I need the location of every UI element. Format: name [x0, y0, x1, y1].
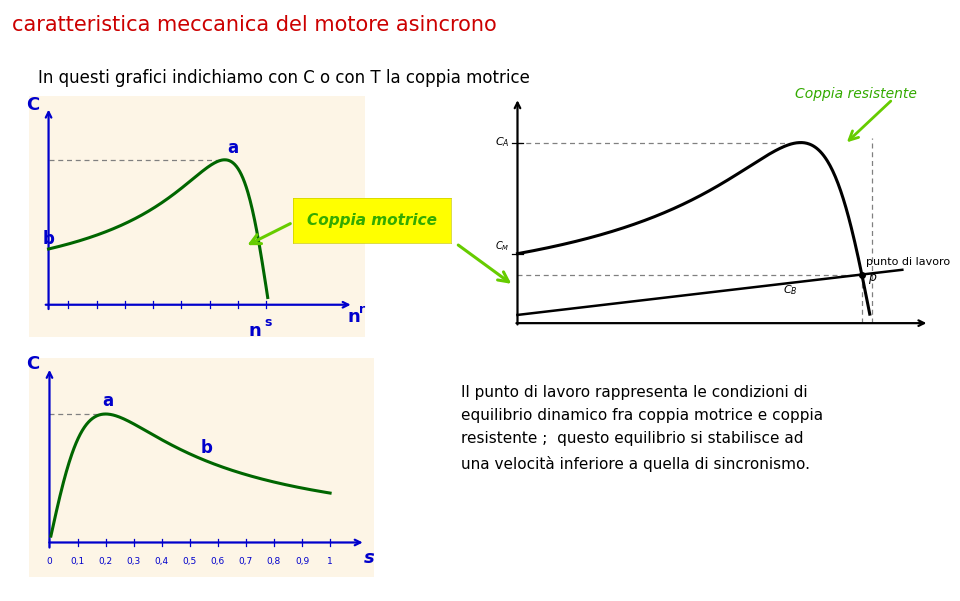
Text: In questi grafici indichiamo con C o con T la coppia motrice: In questi grafici indichiamo con C o con…: [38, 69, 530, 87]
Text: n: n: [348, 308, 361, 326]
Text: 1: 1: [327, 557, 333, 566]
Text: 0,5: 0,5: [182, 557, 197, 566]
Text: 0,1: 0,1: [70, 557, 84, 566]
Text: p: p: [868, 270, 876, 284]
Text: $C_A$: $C_A$: [495, 136, 510, 150]
Text: a: a: [103, 392, 113, 410]
Text: caratteristica meccanica del motore asincrono: caratteristica meccanica del motore asin…: [12, 15, 497, 35]
Text: Coppia resistente: Coppia resistente: [795, 87, 917, 101]
Text: 0,2: 0,2: [99, 557, 112, 566]
Text: Il punto di lavoro rappresenta le condizioni di
equilibrio dinamico fra coppia m: Il punto di lavoro rappresenta le condiz…: [461, 385, 823, 472]
Text: C: C: [27, 96, 39, 114]
Text: 0,6: 0,6: [211, 557, 225, 566]
Text: $C_B$: $C_B$: [783, 284, 798, 297]
Text: 0,4: 0,4: [155, 557, 169, 566]
Text: s: s: [265, 316, 272, 329]
Text: b: b: [42, 230, 55, 248]
Text: r: r: [359, 303, 365, 316]
Text: n: n: [249, 322, 261, 340]
Text: 0: 0: [47, 557, 53, 566]
Text: 0,8: 0,8: [267, 557, 281, 566]
Text: 0,9: 0,9: [295, 557, 309, 566]
Text: b: b: [201, 439, 213, 457]
Text: $C_M$: $C_M$: [495, 239, 510, 252]
Text: a: a: [228, 139, 239, 157]
Text: 0,7: 0,7: [239, 557, 253, 566]
Text: punto di lavoro: punto di lavoro: [866, 257, 949, 267]
Text: 0,3: 0,3: [127, 557, 141, 566]
Text: Coppia motrice: Coppia motrice: [307, 213, 437, 228]
Text: s: s: [364, 549, 374, 567]
Text: C: C: [27, 355, 40, 373]
